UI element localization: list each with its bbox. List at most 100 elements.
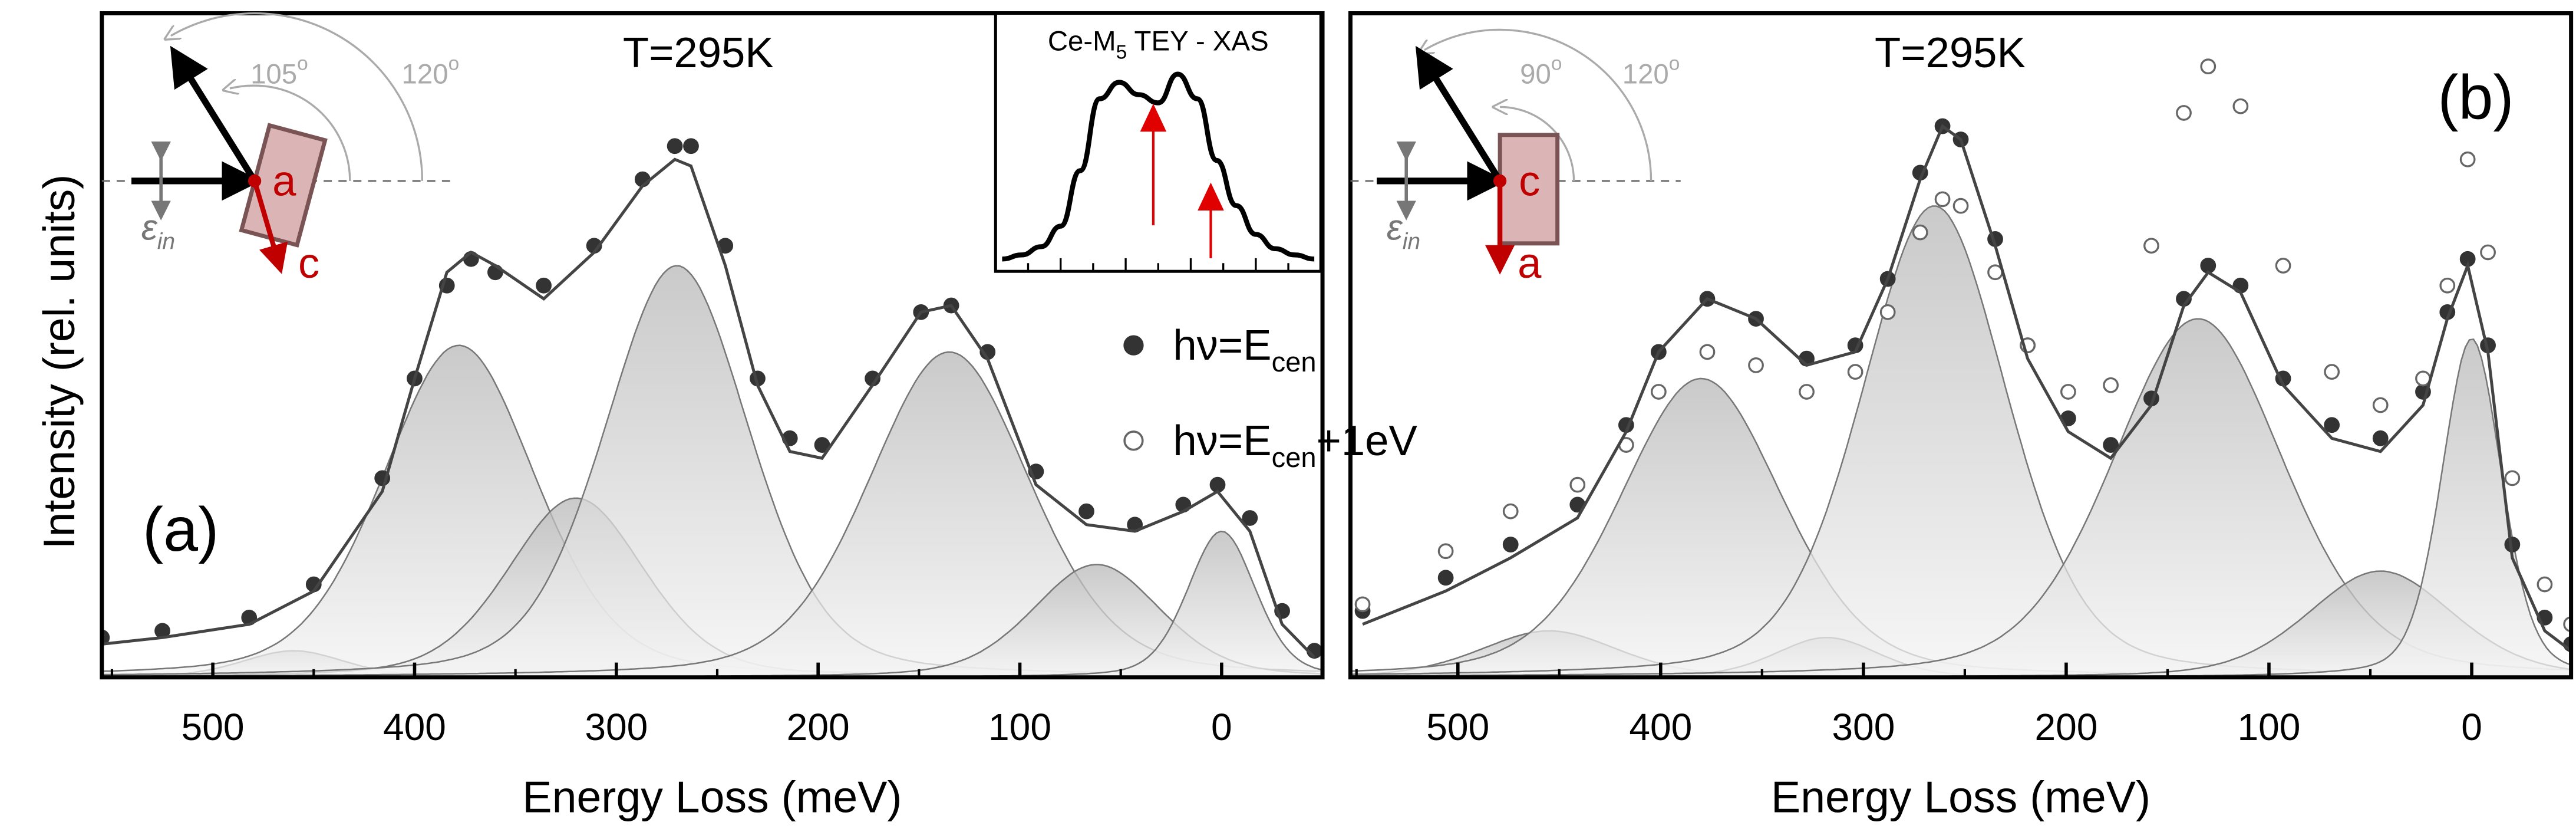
open-dot [2504,470,2521,486]
open-dot [2324,364,2340,380]
x-tick-label: 300 [1832,706,1895,748]
plot-area [101,138,1323,678]
filled-dot [683,138,699,154]
polarization-symbol: ε [1387,207,1403,248]
temperature-label: T=295K [1875,29,2026,77]
angle-value: 90 [1520,58,1551,90]
polarization-sub: in [157,229,175,254]
open-dot [1437,543,1454,560]
fit-line [1362,124,2571,652]
filled-dot [2103,437,2119,453]
x-tick-label: 500 [1426,706,1489,748]
open-dot [2537,576,2553,593]
energy-arrowhead [1140,103,1167,132]
open-dot [1952,198,1969,214]
x-tick-label: 100 [988,706,1051,748]
open-dot [1748,357,1764,373]
open-dot [1934,191,1951,208]
open-dot [2439,277,2456,294]
plot-area [1350,58,2571,678]
energy-arrowhead [1198,182,1224,211]
y-axis-label: Intensity (rel. units) [34,175,84,550]
angle-arc [1424,28,1653,181]
filled-dot [1078,503,1094,519]
x-axis-label: Energy Loss (meV) [522,772,902,822]
inset-title-part: 5 [1116,42,1127,64]
open-dot [2200,58,2217,75]
open-dot [1651,384,1667,400]
legend-text-part: hν=E [1173,417,1271,465]
filled-dot [1209,476,1226,493]
fit-line [101,157,1316,659]
polarization-symbol: ε [141,207,158,248]
x-tick-label: 200 [2034,706,2097,748]
angle-label: 105o [250,53,308,90]
open-dot [1569,476,1586,493]
legend-text-part: hν=E [1173,321,1271,369]
out-plane-axis: a [1518,239,1542,287]
angle-degree: o [1551,53,1562,75]
origin [1493,174,1507,188]
angle-arc [230,85,351,181]
x-tick-label: 400 [1629,706,1692,748]
temperature-label: T=295K [623,29,774,77]
x-tick-label: 200 [787,706,850,748]
origin [248,174,262,188]
x-tick-label: 400 [383,706,446,748]
open-dot [1912,224,1928,241]
panel-label: (a) [143,495,219,564]
axes-frame [1348,11,2574,680]
open-dot [2459,151,2476,167]
open-dot [1847,364,1863,380]
x-axis-label: Energy Loss (meV) [1771,772,2150,822]
angle-degree: o [1669,53,1680,75]
filled-dot [667,138,683,154]
open-dot [1799,384,1815,400]
open-dot [2060,384,2076,400]
angle-label: 90o [1520,53,1562,90]
open-dot [2480,244,2496,261]
inset-frame [994,12,1322,273]
open-dot [1879,304,1896,320]
scattered-beam [170,45,258,183]
open-dot [2232,98,2249,114]
axis-arrow [252,180,288,274]
angle-label: 120o [402,53,460,90]
in-plane-axis: c [1519,157,1540,205]
axes-frame [100,11,1325,680]
out-plane-axis: c [298,239,319,287]
filled-dot [1437,570,1454,586]
x-tick-label: 100 [2238,706,2301,748]
x-tick-label: 0 [1211,706,1232,748]
legend-text-part: cen [1272,442,1317,473]
open-dot [2372,397,2389,413]
open-dot [2176,105,2192,121]
filled-dot [2324,417,2340,433]
panel-label: (b) [2438,63,2514,132]
open-dot [2103,377,2119,393]
filled-dot [1242,510,1258,526]
open-dot [2143,238,2159,254]
angle-arc [171,12,424,181]
inset-title-part: TEY - XAS [1127,25,1268,57]
angle-degree: o [297,53,308,75]
filled-dot [536,277,552,294]
x-tick-label: 0 [2461,706,2482,748]
legend-marker [1123,335,1144,356]
angle-value: 120 [1622,58,1669,90]
legend-label: hν=Ecen+1eV [1173,417,1417,473]
open-dot [2275,258,2291,274]
legend-marker [1123,430,1144,451]
inset-title: Ce-M5 TEY - XAS [1048,25,1269,64]
angle-value: 120 [402,58,448,90]
legend-label: hν=Ecen [1173,321,1316,377]
filled-dot [2372,430,2389,446]
filled-dot [2200,258,2217,274]
angle-arc [1500,107,1575,181]
open-dot [1699,344,1716,360]
angle-label: 120o [1622,53,1680,90]
open-dot [1354,596,1371,613]
angle-degree: o [448,53,460,75]
x-tick-label: 300 [585,706,648,748]
